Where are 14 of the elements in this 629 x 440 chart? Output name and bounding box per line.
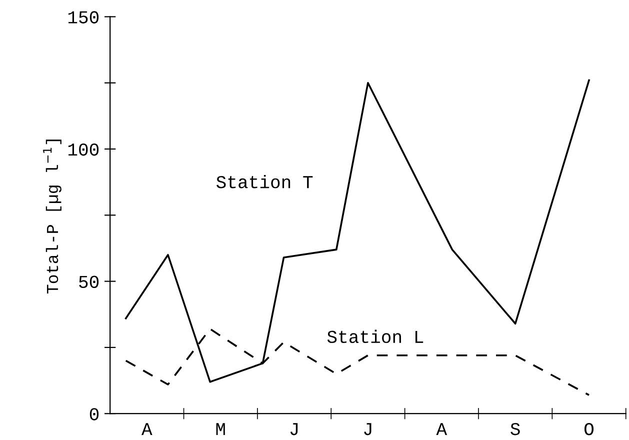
y-axis-title: Total-P [µg l$^{−1}$] xyxy=(43,140,62,294)
x-tick-label: A xyxy=(142,423,152,436)
y-tick-label: 100 xyxy=(68,143,99,156)
x-tick-label: J xyxy=(290,423,298,436)
y-tick-label: 150 xyxy=(68,11,99,24)
annotation: Station T xyxy=(216,174,313,188)
x-tick-label: J xyxy=(364,423,372,436)
y-tick-label: 0 xyxy=(90,408,99,420)
x-tick-label: S xyxy=(510,422,520,436)
y-tick-label: 50 xyxy=(79,276,99,288)
x-tick-label: M xyxy=(216,423,225,436)
annotation: Station L xyxy=(327,330,424,344)
x-tick-label: O xyxy=(584,422,594,436)
x-tick-label: A xyxy=(436,423,448,436)
